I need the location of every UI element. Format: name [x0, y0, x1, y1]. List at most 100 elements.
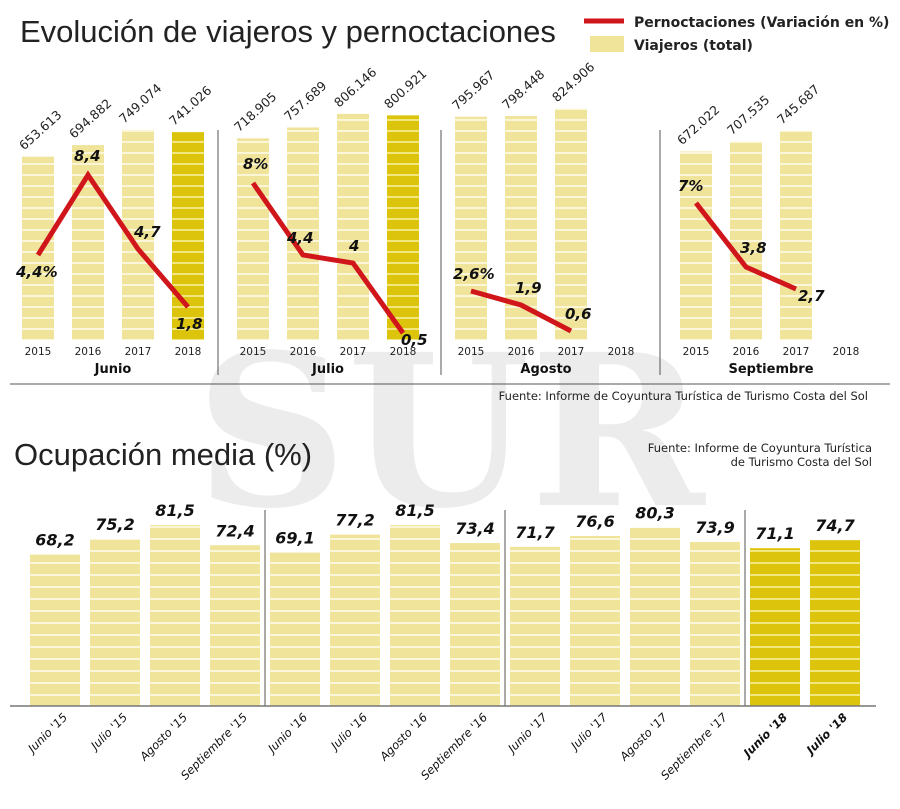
year-tick-label: 2015	[683, 346, 710, 358]
pernoctaciones-value-label: 1,8	[176, 315, 203, 333]
viajeros-bar	[287, 127, 319, 341]
month-label: Junio	[94, 362, 132, 377]
ocupacion-bar	[30, 554, 80, 706]
ocupacion-value-label: 69,1	[275, 529, 314, 548]
ocupacion-bar	[330, 534, 380, 706]
chart-title-2: Ocupación media (%)	[14, 437, 312, 472]
pernoctaciones-value-label: 4,4	[286, 229, 314, 247]
ocupacion-bar	[570, 535, 620, 706]
category-tick-label: Julio '18	[802, 710, 850, 758]
category-tick-label: Agosto '16	[376, 710, 430, 764]
pernoctaciones-value-label: 1,9	[515, 279, 542, 297]
category-tick-label: Agosto '17	[616, 710, 670, 764]
viajeros-value-label: 824.906	[549, 59, 597, 105]
ocupacion-bar	[690, 541, 740, 706]
pernoctaciones-line	[250, 181, 406, 335]
viajeros-value-label: 745.687	[774, 81, 822, 127]
year-tick-label: 2015	[240, 346, 267, 358]
ocupacion-value-label: 73,9	[695, 518, 734, 537]
category-tick-label: Julio '16	[327, 710, 371, 754]
viajeros-bar	[680, 151, 712, 340]
month-label: Agosto	[520, 362, 571, 377]
source-1: Fuente: Informe de Coyuntura Turística d…	[499, 389, 868, 403]
legend-bar-label: Viajeros (total)	[634, 38, 753, 54]
watermark: SUR	[195, 308, 706, 555]
ocupacion-bar	[390, 525, 440, 706]
viajeros-value-label: 741.026	[166, 83, 214, 129]
ocupacion-bar	[510, 546, 560, 706]
year-tick-label: 2016	[75, 346, 102, 358]
ocupacion-bar	[810, 540, 860, 706]
viajeros-bar	[22, 156, 54, 340]
year-tick-label: 2017	[783, 346, 810, 358]
pernoctaciones-line	[694, 201, 798, 292]
viajeros-bar	[387, 115, 419, 340]
pernoctaciones-value-label: 7%	[678, 177, 703, 195]
viajeros-value-label: 718.905	[231, 89, 279, 135]
source-2-line2: de Turismo Costa del Sol	[731, 455, 872, 469]
year-tick-label: 2016	[290, 346, 317, 358]
ocupacion-bar	[630, 527, 680, 706]
viajeros-bar	[555, 108, 587, 341]
legend-bar-swatch	[590, 36, 624, 52]
ocupacion-value-label: 71,1	[755, 524, 794, 543]
viajeros-value-label: 707.535	[724, 92, 772, 138]
pernoctaciones-value-label: 8,4	[74, 147, 101, 165]
month-label: Julio	[311, 362, 344, 377]
category-tick-label: Junio '16	[264, 710, 310, 756]
viajeros-bar	[172, 132, 204, 340]
pernoctaciones-line	[470, 288, 573, 334]
pernoctaciones-value-label: 3,8	[740, 239, 767, 257]
ocupacion-bar	[750, 548, 800, 706]
viajeros-bar	[337, 113, 369, 341]
ocupacion-value-label: 72,4	[215, 521, 254, 540]
viajeros-value-label: 795.967	[449, 67, 497, 113]
pernoctaciones-value-label: 0,5	[401, 331, 428, 349]
ocupacion-value-label: 80,3	[635, 504, 674, 523]
source-2-line1: Fuente: Informe de Coyuntura Turística	[648, 441, 872, 455]
viajeros-value-label: 800.921	[381, 66, 429, 112]
ocupacion-value-label: 75,2	[95, 515, 134, 534]
chart-title-1: Evolución de viajeros y pernoctaciones	[20, 14, 556, 49]
pernoctaciones-value-label: 2,7	[798, 287, 825, 305]
year-tick-label: 2016	[508, 346, 535, 358]
category-tick-label: Junio '18	[739, 710, 790, 761]
pernoctaciones-value-label: 4,4%	[15, 263, 58, 281]
viajeros-value-label: 757.689	[281, 78, 329, 124]
viajeros-bar	[455, 116, 487, 340]
ocupacion-bar	[210, 545, 260, 706]
ocupacion-value-label: 81,5	[155, 501, 194, 520]
ocupacion-bar	[150, 525, 200, 706]
category-tick-label: Julio '15	[87, 710, 131, 754]
viajeros-bar	[780, 130, 812, 340]
month-label: Septiembre	[728, 362, 813, 377]
ocupacion-value-label: 74,7	[815, 516, 855, 535]
viajeros-bar	[237, 138, 269, 340]
ocupacion-bar	[270, 552, 320, 706]
pernoctaciones-line	[35, 170, 190, 309]
year-tick-label: 2018	[833, 346, 860, 358]
category-tick-label: Junio '17	[504, 710, 551, 757]
pernoctaciones-value-label: 4	[348, 237, 359, 255]
ocupacion-bar	[450, 543, 500, 706]
year-tick-label: 2017	[340, 346, 367, 358]
year-tick-label: 2018	[390, 346, 417, 358]
ocupacion-bar	[90, 539, 140, 706]
ocupacion-value-label: 71,7	[515, 523, 555, 542]
viajeros-value-label: 694.882	[66, 96, 114, 142]
ocupacion-value-label: 81,5	[395, 501, 434, 520]
year-tick-label: 2017	[125, 346, 152, 358]
viajeros-value-label: 672.022	[674, 102, 722, 148]
pernoctaciones-value-label: 8%	[243, 155, 268, 173]
ocupacion-value-label: 68,2	[35, 531, 74, 550]
category-tick-label: Agosto '15	[136, 710, 190, 764]
viajeros-bar	[730, 141, 762, 340]
ocupacion-value-label: 77,2	[335, 511, 374, 530]
viajeros-value-label: 749.074	[116, 80, 164, 126]
category-tick-label: Junio '15	[24, 710, 70, 756]
legend-line-label: Pernoctaciones (Variación en %)	[634, 15, 889, 31]
pernoctaciones-value-label: 2,6%	[453, 265, 495, 283]
viajeros-value-label: 653.613	[16, 107, 64, 153]
year-tick-label: 2018	[608, 346, 635, 358]
